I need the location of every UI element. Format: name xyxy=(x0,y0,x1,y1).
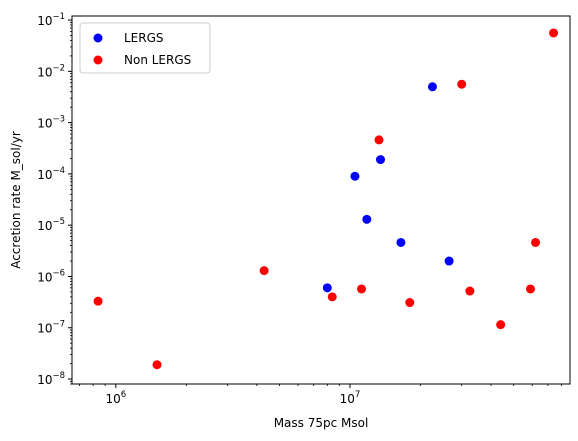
points-layer xyxy=(93,28,559,370)
legend-box xyxy=(79,22,211,74)
y-tick-label-6: 10−2 xyxy=(37,63,65,79)
legend-marker-lergs xyxy=(93,33,103,43)
y-tick-label-5: 10−3 xyxy=(37,115,65,131)
y-tick-label-2: 10−6 xyxy=(37,268,65,284)
legend-label-lergs: LERGS xyxy=(124,31,164,45)
non-lergs-point-3 xyxy=(327,292,337,302)
y-axis-label: Accretion rate M_sol/yr xyxy=(9,131,23,269)
non-lergs-point-5 xyxy=(374,135,384,145)
lergs-point-3 xyxy=(376,155,386,165)
lergs-point-4 xyxy=(396,237,406,247)
y-tick-label-0: 10−8 xyxy=(37,371,65,387)
x-tick-label-1: 107 xyxy=(340,390,361,406)
non-lergs-point-8 xyxy=(465,286,475,296)
non-lergs-point-2 xyxy=(259,266,269,276)
y-tick-label-3: 10−5 xyxy=(37,217,65,233)
y-tick-label-4: 10−4 xyxy=(37,166,65,182)
y-axis-ticks: 10−8 10−7 10−6 10−5 10−4 10−3 10−2 10−1 xyxy=(37,12,72,387)
lergs-point-0 xyxy=(322,283,332,293)
legend-label-non-lergs: Non LERGS xyxy=(124,53,191,67)
lergs-point-6 xyxy=(444,256,454,266)
x-axis-ticks: 106 107 xyxy=(79,384,562,406)
y-tick-label-1: 10−7 xyxy=(37,320,65,336)
non-lergs-point-4 xyxy=(357,284,367,294)
x-tick-label-0: 106 xyxy=(105,390,126,406)
non-lergs-point-12 xyxy=(549,28,559,38)
x-axis-label: Mass 75pc Msol xyxy=(274,416,369,430)
legend-marker-non-lergs xyxy=(93,55,103,65)
y-tick-label-7: 10−1 xyxy=(37,12,65,28)
non-lergs-point-10 xyxy=(526,284,536,294)
non-lergs-point-1 xyxy=(152,360,162,370)
non-lergs-point-6 xyxy=(405,298,415,308)
non-lergs-point-11 xyxy=(531,237,541,247)
plot-frame xyxy=(71,15,571,385)
legend: LERGS Non LERGS xyxy=(79,22,211,74)
lergs-point-1 xyxy=(350,171,360,181)
non-lergs-point-9 xyxy=(496,320,506,330)
non-lergs-point-7 xyxy=(457,79,467,89)
lergs-point-5 xyxy=(427,82,437,92)
non-lergs-point-0 xyxy=(93,296,103,306)
lergs-point-2 xyxy=(362,214,372,224)
